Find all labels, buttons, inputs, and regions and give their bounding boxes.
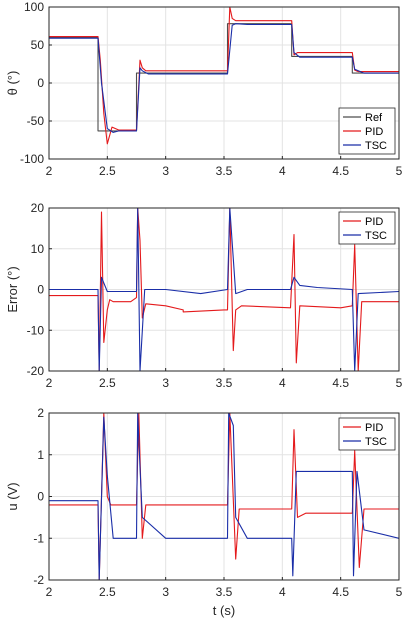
legend-label-pid: PID <box>365 216 383 228</box>
legend-label-tsc: TSC <box>365 230 387 242</box>
panel-2: 2 2.5 3 3.5 4 4.5 5 20 10 0 -10 -20 Error (°) PID TSC <box>5 201 403 390</box>
x-tick-label: 3 <box>162 376 169 390</box>
y-tick-label: -100 <box>20 152 44 166</box>
y-tick-label: -20 <box>27 364 45 378</box>
y-tick-label: 0 <box>37 490 44 504</box>
series-line-tsc <box>49 413 399 580</box>
legend: PID TSC <box>338 417 396 451</box>
y-tick-label: 50 <box>31 38 45 52</box>
x-tick-label: 2.5 <box>99 376 116 390</box>
y-tick-label: 1 <box>37 448 44 462</box>
y-axis-label: θ (°) <box>5 71 20 96</box>
x-tick-label: 4.5 <box>332 585 349 599</box>
y-tick-label: 10 <box>31 242 45 256</box>
legend-label-tsc: TSC <box>365 436 387 448</box>
x-tick-label: 5 <box>396 376 403 390</box>
axes-frame <box>48 412 400 581</box>
y-axis-label: Error (°) <box>5 266 20 312</box>
x-tick-label: 3 <box>162 585 169 599</box>
x-tick-label: 2.5 <box>99 164 116 178</box>
y-tick-label: 100 <box>24 0 44 14</box>
legend-label-pid: PID <box>365 126 383 138</box>
axes-frame <box>48 6 400 160</box>
legend-label-tsc: TSC <box>365 140 387 152</box>
y-tick-label: -50 <box>27 114 45 128</box>
series-line-pid <box>49 7 399 145</box>
axes-frame <box>48 207 400 372</box>
y-tick-label: -1 <box>33 531 44 545</box>
legend-label-ref: Ref <box>365 112 383 124</box>
series-line-tsc <box>49 23 399 133</box>
y-tick-label: 0 <box>37 76 44 90</box>
x-tick-label: 2 <box>46 585 53 599</box>
x-tick-label: 5 <box>396 164 403 178</box>
legend: PID TSC <box>338 211 396 245</box>
y-tick-label: -10 <box>27 323 45 337</box>
legend-box <box>338 417 396 451</box>
y-tick-label: 20 <box>31 201 45 215</box>
x-tick-label: 3.5 <box>216 164 233 178</box>
y-axis-label: u (V) <box>5 482 20 510</box>
x-tick-label: 4.5 <box>332 376 349 390</box>
panel-1: 2 2.5 3 3.5 4 4.5 5 100 50 0 -50 -100 θ (°) Ref PID TSC <box>5 0 403 178</box>
x-tick-label: 4 <box>279 164 286 178</box>
x-tick-label: 5 <box>396 585 403 599</box>
x-tick-label: 3 <box>162 164 169 178</box>
series-line-tsc <box>49 208 399 371</box>
legend-box <box>338 211 396 245</box>
series-line-pid <box>49 208 399 371</box>
y-tick-label: -2 <box>33 573 44 587</box>
panel-3: 2 2.5 3 3.5 4 4.5 5 2 1 0 -1 -2 u (V) t (s) PID TSC <box>5 406 403 618</box>
x-axis-label: t (s) <box>213 603 235 618</box>
x-tick-label: 3.5 <box>216 585 233 599</box>
legend-label-pid: PID <box>365 422 383 434</box>
x-tick-label: 3.5 <box>216 376 233 390</box>
legend: Ref PID TSC <box>338 107 396 155</box>
x-tick-label: 4.5 <box>332 164 349 178</box>
y-tick-label: 2 <box>37 406 44 420</box>
x-tick-label: 4 <box>279 376 286 390</box>
x-tick-label: 4 <box>279 585 286 599</box>
x-tick-label: 2.5 <box>99 585 116 599</box>
x-tick-label: 2 <box>46 376 53 390</box>
y-tick-label: 0 <box>37 283 44 297</box>
x-tick-label: 2 <box>46 164 53 178</box>
